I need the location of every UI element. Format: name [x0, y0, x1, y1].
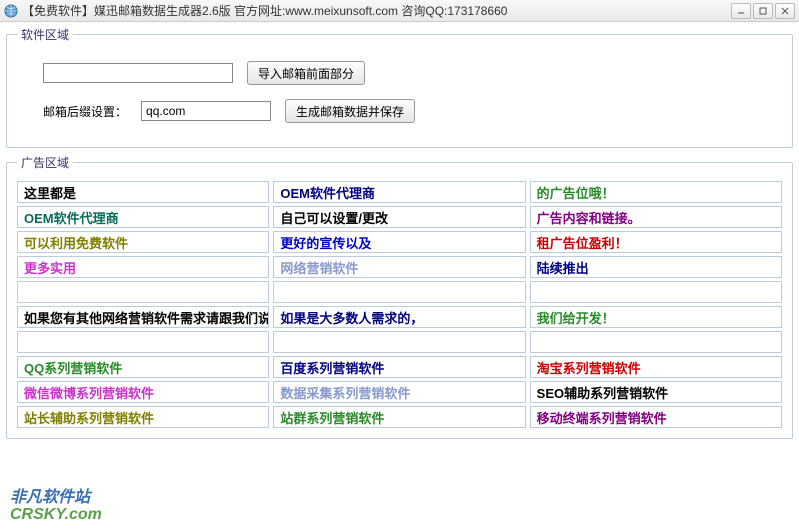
minimize-button[interactable]	[731, 3, 751, 19]
prefix-input[interactable]	[43, 63, 233, 83]
ad-cell[interactable]: 百度系列营销软件	[273, 356, 525, 378]
titlebar: 【免费软件】媒迅邮箱数据生成器2.6版 官方网址:www.meixunsoft.…	[0, 0, 799, 22]
ad-cell[interactable]: 站长辅助系列营销软件	[17, 406, 269, 428]
ad-cell[interactable]: OEM软件代理商	[17, 206, 269, 228]
ad-cell[interactable]: 这里都是	[17, 181, 269, 203]
ad-cell[interactable]: 更好的宣传以及	[273, 231, 525, 253]
maximize-button[interactable]	[753, 3, 773, 19]
close-button[interactable]	[775, 3, 795, 19]
watermark-domain: CRSKY.com	[10, 506, 102, 524]
generate-button[interactable]: 生成邮箱数据并保存	[285, 99, 415, 123]
ad-cell[interactable]: 我们给开发！	[530, 306, 782, 328]
ad-cell[interactable]: 租广告位盈利！	[530, 231, 782, 253]
import-button[interactable]: 导入邮箱前面部分	[247, 61, 365, 85]
ad-cell[interactable]	[17, 281, 269, 303]
ad-cell[interactable]: OEM软件代理商	[273, 181, 525, 203]
window-title: 【免费软件】媒迅邮箱数据生成器2.6版 官方网址:www.meixunsoft.…	[22, 2, 731, 19]
globe-icon	[4, 4, 18, 18]
ad-cell[interactable]	[17, 331, 269, 353]
ad-cell[interactable]: 如果您有其他网络营销软件需求请跟我们说，	[17, 306, 269, 328]
ad-cell[interactable]: SEO辅助系列营销软件	[530, 381, 782, 403]
ad-area-legend: 广告区域	[17, 154, 73, 171]
ad-cell[interactable]: 网络营销软件	[273, 256, 525, 278]
ad-cell[interactable]: 可以利用免费软件	[17, 231, 269, 253]
ad-cell[interactable]	[273, 281, 525, 303]
ad-area-group: 广告区域 这里都是OEM软件代理商的广告位哦！OEM软件代理商自己可以设置/更改…	[6, 154, 793, 439]
ad-cell[interactable]: 如果是大多数人需求的，	[273, 306, 525, 328]
ad-cell[interactable]	[530, 281, 782, 303]
suffix-input[interactable]	[141, 101, 271, 121]
ad-cell[interactable]	[530, 331, 782, 353]
ad-grid: 这里都是OEM软件代理商的广告位哦！OEM软件代理商自己可以设置/更改广告内容和…	[17, 181, 782, 428]
ad-cell[interactable]: 微信微博系列营销软件	[17, 381, 269, 403]
ad-cell[interactable]: 陆续推出	[530, 256, 782, 278]
ad-cell[interactable]: 移动终端系列营销软件	[530, 406, 782, 428]
ad-cell[interactable]: 更多实用	[17, 256, 269, 278]
watermark-cn: 非凡软件站	[10, 489, 102, 507]
ad-cell[interactable]	[273, 331, 525, 353]
ad-cell[interactable]: 自己可以设置/更改	[273, 206, 525, 228]
watermark: 非凡软件站 CRSKY.com	[10, 489, 102, 524]
ad-cell[interactable]: QQ系列营销软件	[17, 356, 269, 378]
software-area-group: 软件区域 导入邮箱前面部分 邮箱后缀设置： 生成邮箱数据并保存	[6, 26, 793, 148]
ad-cell[interactable]: 站群系列营销软件	[273, 406, 525, 428]
ad-cell[interactable]: 的广告位哦！	[530, 181, 782, 203]
software-area-legend: 软件区域	[17, 26, 73, 43]
ad-cell[interactable]: 淘宝系列营销软件	[530, 356, 782, 378]
suffix-label: 邮箱后缀设置：	[43, 103, 127, 120]
window-buttons	[731, 3, 795, 19]
ad-cell[interactable]: 数据采集系列营销软件	[273, 381, 525, 403]
ad-cell[interactable]: 广告内容和链接。	[530, 206, 782, 228]
